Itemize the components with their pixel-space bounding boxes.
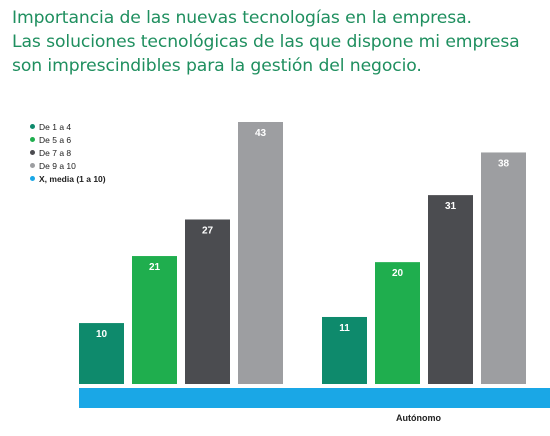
title-line-3: son imprescindibles para la gestión del … <box>12 56 422 76</box>
bar-value-label: 31 <box>445 201 457 212</box>
bar-value-label: 20 <box>392 268 404 279</box>
bar-value-label: 27 <box>202 225 214 236</box>
legend-swatch <box>30 176 35 181</box>
title-line-2: Las soluciones tecnológicas de las que d… <box>12 32 520 52</box>
bar <box>481 152 526 384</box>
bar-value-label: 38 <box>498 158 510 169</box>
bar-value-label: 21 <box>149 262 161 273</box>
legend-item-5-6: De 5 a 6 <box>30 133 106 146</box>
legend-swatch <box>30 163 35 168</box>
bar-value-label: 11 <box>339 323 350 334</box>
legend-label: X, media (1 a 10) <box>39 173 106 184</box>
bar-value-label: 43 <box>255 128 267 139</box>
legend-swatch <box>30 124 35 129</box>
bar <box>322 316 367 384</box>
bar <box>79 323 124 384</box>
chart-title: Importancia de las nuevas tecnologías en… <box>12 6 542 78</box>
mean-band <box>322 388 550 408</box>
bar <box>428 195 473 384</box>
bar <box>185 219 230 384</box>
bar <box>375 262 420 384</box>
legend-item-7-8: De 7 a 8 <box>30 146 106 159</box>
legend-label: De 7 a 8 <box>39 147 72 158</box>
bar <box>238 122 283 384</box>
bar <box>132 256 177 384</box>
legend-item-1-4: De 1 a 4 <box>30 120 106 133</box>
legend-label: De 5 a 6 <box>39 134 72 145</box>
legend-swatch <box>30 150 35 155</box>
legend-item-mean: X, media (1 a 10) <box>30 172 106 185</box>
legend-label: De 1 a 4 <box>39 121 72 132</box>
legend: De 1 a 4 De 5 a 6 De 7 a 8 De 9 a 10 X, … <box>30 120 106 185</box>
group-label: Autónomo <box>396 413 441 423</box>
legend-item-9-10: De 9 a 10 <box>30 159 106 172</box>
legend-label: De 9 a 10 <box>39 160 76 171</box>
title-line-1: Importancia de las nuevas tecnologías en… <box>12 8 472 28</box>
legend-swatch <box>30 137 35 142</box>
bar-value-label: 10 <box>96 329 108 340</box>
